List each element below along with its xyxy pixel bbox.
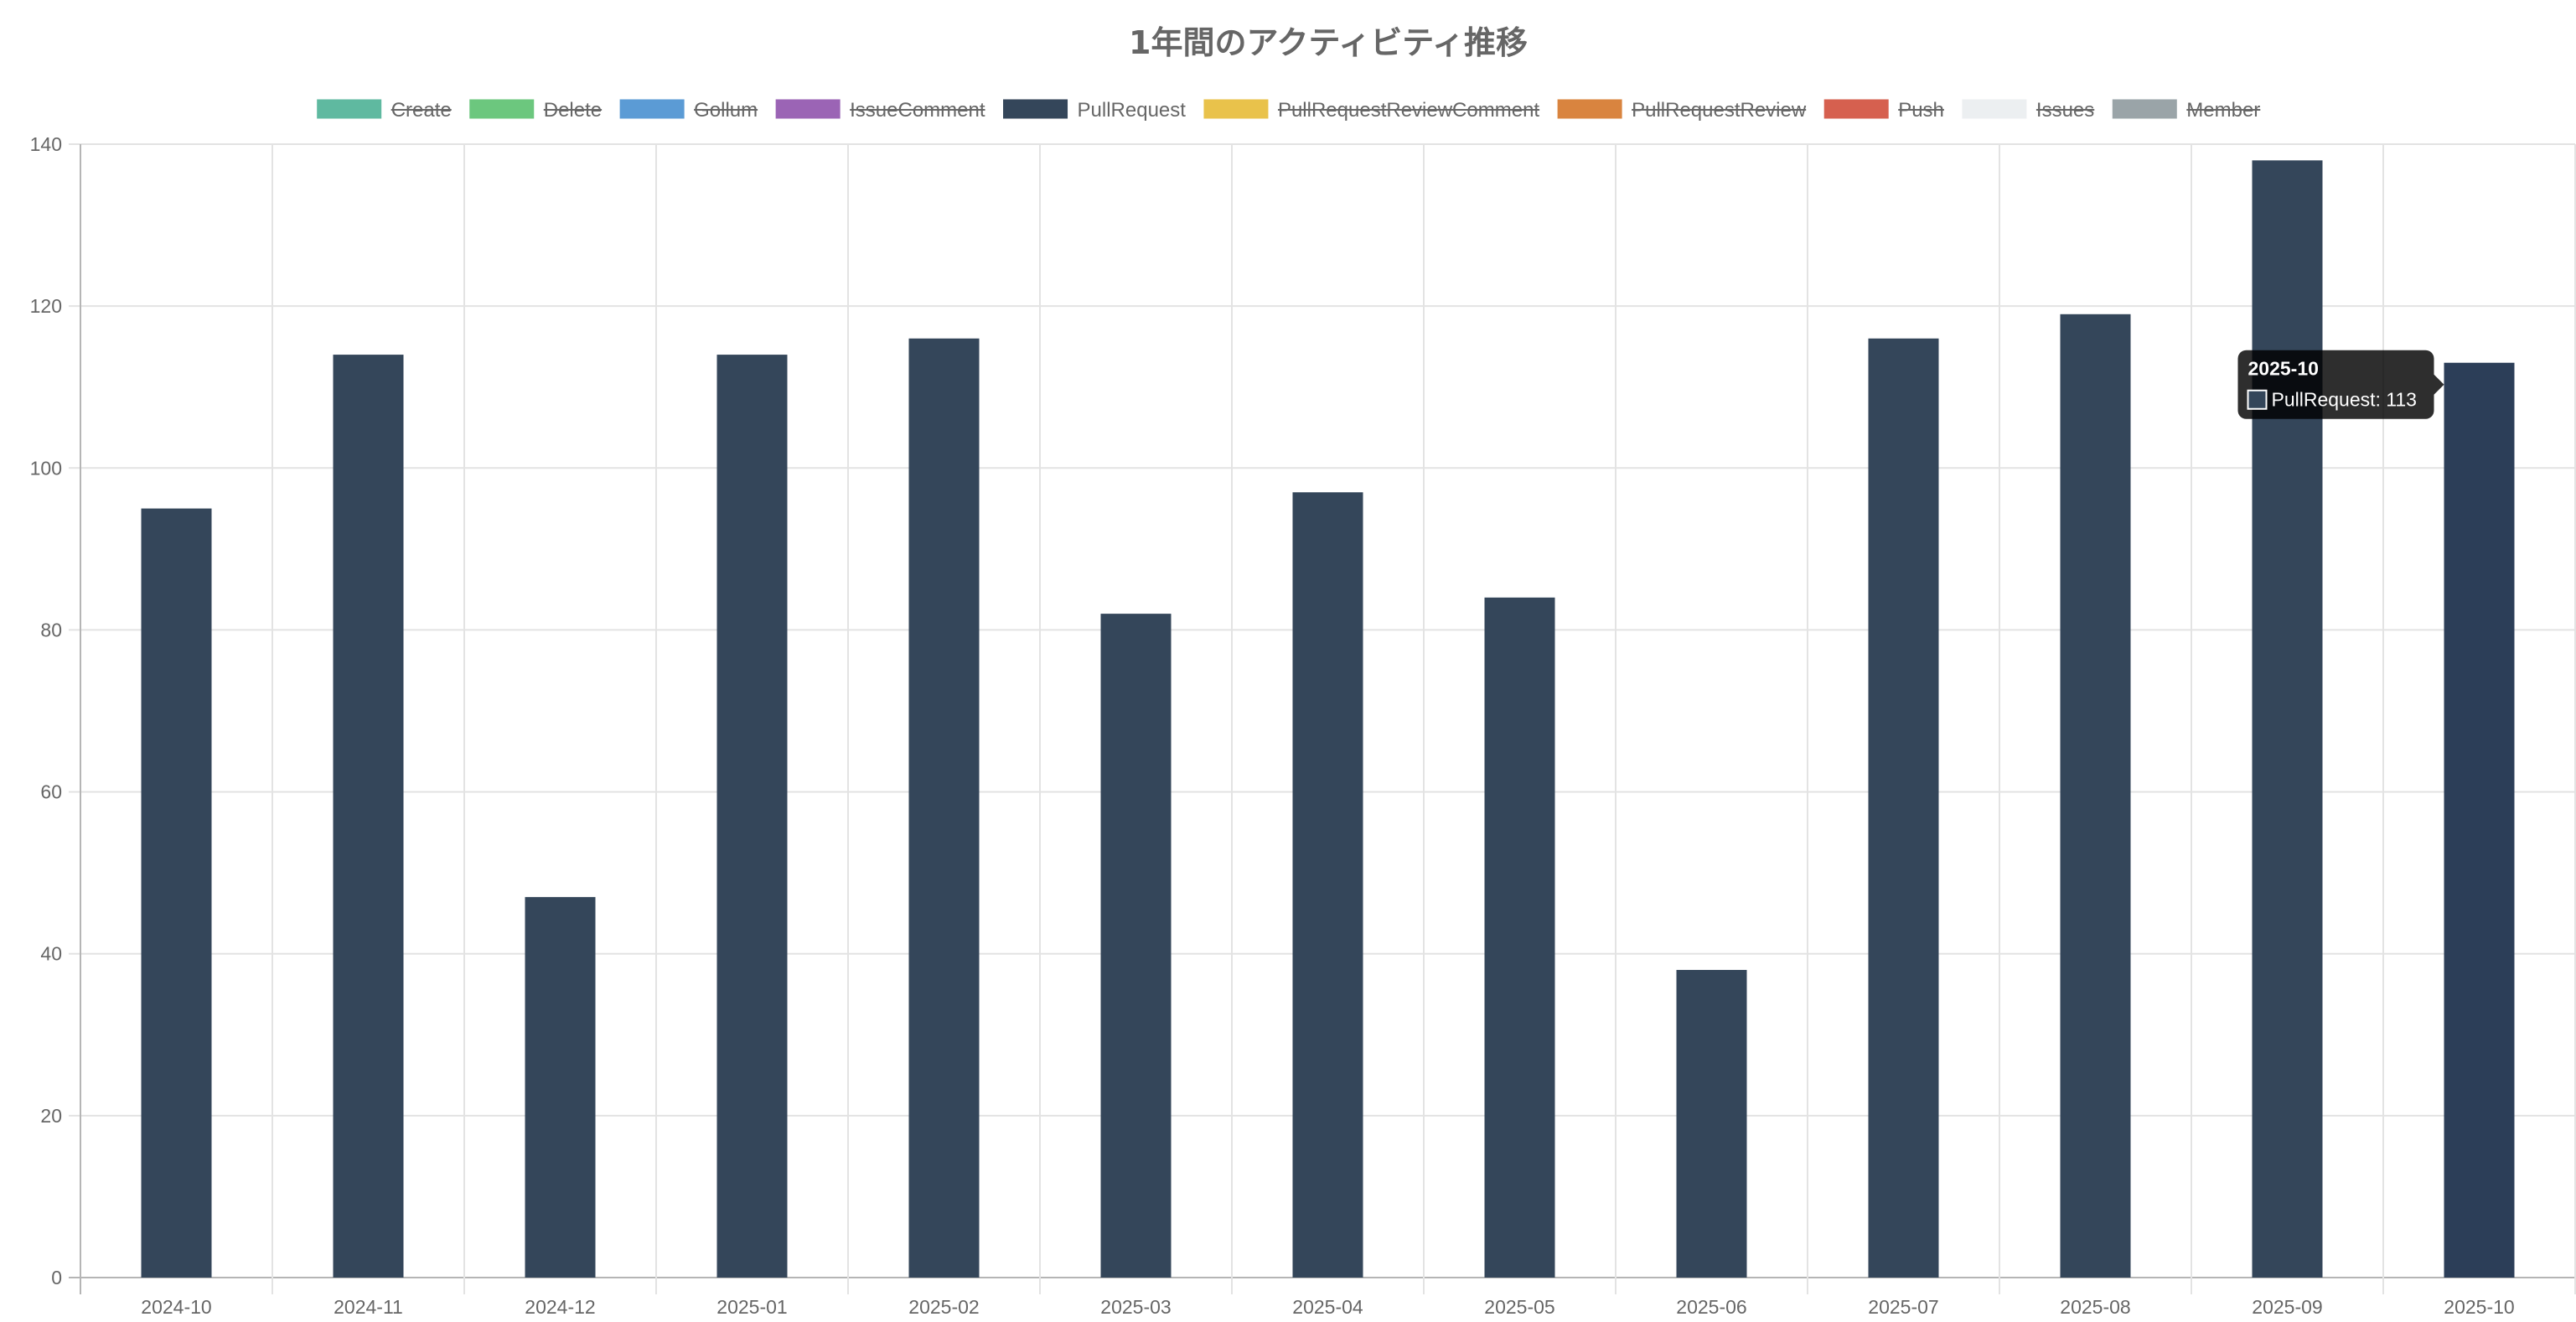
bar[interactable] [1676, 970, 1747, 1278]
y-tick-label: 0 [51, 1267, 62, 1288]
legend-swatch [1821, 96, 1891, 122]
x-tick-label: 2025-04 [1292, 1296, 1363, 1318]
legend-item[interactable]: Create [314, 96, 452, 122]
legend-swatch [1201, 96, 1271, 122]
legend-swatch [773, 96, 843, 122]
legend-swatch [467, 96, 537, 122]
bars [141, 160, 2515, 1278]
legend-swatch [1554, 96, 1625, 122]
tooltip-text: PullRequest: 113 [2272, 389, 2417, 411]
x-tick-label: 2025-10 [2444, 1296, 2514, 1318]
bar[interactable] [525, 897, 596, 1278]
x-tick-label: 2025-02 [908, 1296, 979, 1318]
legend-item[interactable]: Member [2109, 96, 2261, 122]
y-tick-label: 20 [40, 1105, 62, 1127]
x-tick-label: 2024-10 [141, 1296, 211, 1318]
bar[interactable] [2444, 362, 2515, 1278]
y-tick-label: 100 [30, 457, 62, 479]
y-axis: 0 20 40 60 80 100 120 140 [30, 133, 62, 1288]
bar[interactable] [1292, 492, 1363, 1278]
x-tick-label: 2025-09 [2252, 1296, 2322, 1318]
bar[interactable] [1484, 597, 1555, 1278]
legend-item[interactable]: PullRequest [1001, 96, 1187, 122]
x-tick-label: 2025-01 [716, 1296, 787, 1318]
bar[interactable] [716, 355, 788, 1278]
x-axis: 2024-10 2024-11 2024-12 2025-01 2025-02 2025-… [141, 1296, 2514, 1318]
y-tick-label: 120 [30, 295, 62, 317]
x-tick-label: 2025-06 [1676, 1296, 1746, 1318]
y-tick-label: 40 [40, 943, 62, 965]
tooltip-box [2237, 350, 2434, 419]
bar[interactable] [141, 508, 212, 1278]
x-tick-label: 2025-07 [1868, 1296, 1938, 1318]
x-tick-label: 2025-03 [1100, 1296, 1171, 1318]
tooltip-title: 2025-10 [2248, 358, 2319, 380]
bar[interactable] [1868, 338, 1939, 1278]
legend-item[interactable]: PullRequestReview [1554, 96, 1807, 122]
y-tick-label: 60 [40, 781, 62, 803]
legend-swatch [2109, 96, 2180, 122]
bar[interactable] [2060, 314, 2131, 1278]
legend-item[interactable]: Delete [467, 96, 603, 122]
y-tick-label: 80 [40, 619, 62, 640]
x-tick-label: 2025-08 [2060, 1296, 2130, 1318]
chart-title: 1年間のアクティビティ推移 [1129, 24, 1528, 61]
legend-swatch [1001, 96, 1071, 122]
x-tick-label: 2024-11 [334, 1296, 403, 1318]
legend-label: PullRequest [1078, 99, 1187, 122]
y-tick-label: 140 [30, 133, 62, 155]
legend-item[interactable]: Issues [1959, 96, 2095, 122]
tooltip-caret [2434, 374, 2444, 395]
bar[interactable] [2252, 160, 2323, 1278]
tooltip-swatch [2247, 389, 2268, 410]
legend-item[interactable]: IssueComment [773, 96, 985, 122]
legend-swatch [617, 96, 687, 122]
legend-item[interactable]: Push [1821, 96, 1944, 122]
legend-swatch [314, 96, 385, 122]
legend-item[interactable]: PullRequestReviewComment [1201, 96, 1539, 122]
bar[interactable] [1100, 614, 1172, 1278]
legend: Create Delete Gollum IssueComment PullReques… [314, 96, 2261, 122]
tooltip: 2025-10 PullRequest: 113 [2237, 350, 2444, 419]
x-tick-label: 2024-12 [525, 1296, 595, 1318]
bar[interactable] [908, 338, 980, 1278]
legend-swatch [1959, 96, 2030, 122]
legend-item[interactable]: Gollum [617, 96, 758, 122]
bar[interactable] [333, 355, 404, 1278]
x-tick-label: 2025-05 [1484, 1296, 1554, 1318]
